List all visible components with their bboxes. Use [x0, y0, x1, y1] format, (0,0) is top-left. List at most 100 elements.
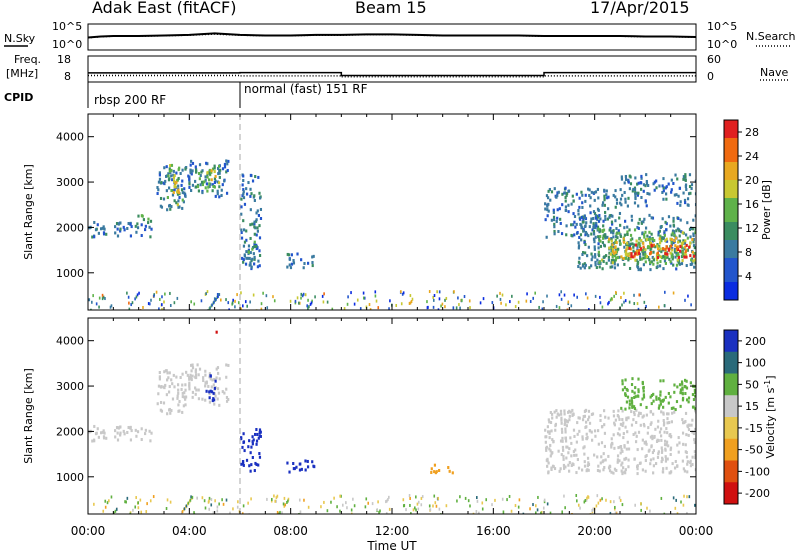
range-gate-cell	[210, 178, 213, 182]
range-gate-cell	[142, 218, 146, 222]
range-gate-cell	[250, 265, 253, 269]
range-gate-cell	[656, 255, 660, 259]
range-gate-cell	[213, 166, 216, 170]
noise-cell	[206, 290, 209, 294]
range-gate-cell	[223, 179, 226, 183]
range-gate-cell	[667, 391, 670, 395]
range-gate-cell	[177, 391, 180, 395]
range-gate-cell	[615, 468, 618, 472]
range-gate-cell	[607, 454, 610, 458]
range-gate-cell	[549, 449, 552, 453]
range-gate-cell	[105, 436, 108, 440]
noise-cell	[613, 294, 615, 298]
range-gate-cell	[618, 216, 621, 220]
range-gate-cell	[564, 186, 567, 190]
range-gate-cell	[628, 187, 631, 191]
range-gate-cell	[664, 247, 667, 251]
range-gate-cell	[177, 388, 180, 392]
noise-cell	[191, 495, 194, 499]
range-gate-cell	[119, 431, 122, 435]
range-gate-cell	[91, 439, 94, 443]
cpid-segment-2: normal (fast) 151 RF	[244, 82, 368, 96]
range-gate-cell	[655, 179, 658, 183]
range-gate-cell	[609, 252, 612, 256]
range-gate-cell	[648, 213, 651, 217]
range-gate-cell	[596, 207, 600, 211]
noise-cell	[591, 509, 594, 513]
power-colorbar-segment	[724, 246, 738, 253]
noise-cell	[136, 293, 139, 297]
range-gate-cell	[631, 389, 634, 393]
noise-cell	[542, 506, 545, 510]
range-gate-cell	[686, 236, 689, 240]
range-gate-cell	[570, 441, 573, 445]
range-gate-cell	[159, 400, 163, 404]
range-gate-cell	[646, 234, 649, 238]
range-gate-cell	[573, 434, 576, 438]
range-gate-cell	[204, 369, 207, 373]
range-gate-cell	[641, 468, 645, 472]
range-gate-cell	[673, 193, 676, 197]
range-gate-cell	[656, 455, 660, 459]
range-gate-cell	[211, 167, 215, 171]
noise-cell	[102, 295, 105, 299]
range-gate-cell	[550, 190, 554, 194]
range-gate-cell	[210, 170, 213, 174]
range-gate-cell	[679, 200, 682, 204]
range-gate-cell	[599, 235, 602, 239]
range-gate-cell	[676, 177, 679, 181]
range-gate-cell	[630, 410, 633, 414]
range-gate-cell	[547, 189, 550, 193]
range-gate-cell	[208, 184, 211, 188]
range-gate-cell	[612, 193, 615, 197]
range-gate-cell	[168, 385, 171, 389]
noise-cell	[161, 308, 163, 310]
range-gate-cell	[677, 450, 680, 454]
range-gate-cell	[162, 181, 165, 185]
noise-cell	[281, 511, 283, 514]
noise-cell	[594, 294, 597, 298]
noise-cell	[302, 292, 305, 296]
range-gate-cell	[204, 178, 207, 182]
range-gate-cell	[553, 218, 556, 222]
range-gate-cell	[665, 246, 668, 250]
range-gate-cell	[243, 449, 246, 453]
range-gate-cell	[642, 393, 645, 397]
range-gate-cell	[644, 256, 647, 260]
range-gate-cell	[662, 423, 666, 427]
range-gate-cell	[311, 261, 314, 265]
range-gate-cell	[176, 383, 180, 387]
noise-cell	[437, 308, 440, 310]
range-gate-cell	[170, 168, 173, 172]
range-gate-cell	[312, 254, 315, 258]
range-gate-cell	[251, 435, 254, 439]
noise-cell	[204, 506, 207, 510]
range-gate-cell	[448, 469, 451, 473]
noise-cell	[395, 303, 398, 307]
range-gate-cell	[623, 444, 626, 448]
range-gate-cell	[102, 232, 106, 236]
range-gate-cell	[255, 218, 258, 222]
range-gate-cell	[565, 224, 568, 228]
nave-tick-bottom: 0	[707, 70, 714, 83]
range-gate-cell	[217, 391, 221, 395]
noise-cell	[385, 500, 387, 504]
y-tick-label: 2000	[56, 221, 84, 234]
range-gate-cell	[604, 458, 607, 462]
range-gate-cell	[664, 252, 667, 256]
range-gate-cell	[163, 166, 166, 170]
nsearch-label: N.Search	[746, 30, 796, 43]
noise-cell	[298, 301, 300, 305]
range-gate-cell	[578, 429, 581, 433]
range-gate-cell	[184, 403, 187, 407]
noise-cell	[560, 290, 563, 294]
range-gate-cell	[671, 462, 674, 466]
range-gate-cell	[612, 245, 616, 249]
range-gate-cell	[692, 432, 695, 436]
range-gate-cell	[595, 221, 598, 225]
range-gate-cell	[189, 373, 192, 377]
velocity-colorbar-tick-label: 100	[745, 357, 766, 370]
range-gate-cell	[593, 191, 596, 195]
range-gate-cell	[311, 255, 314, 259]
velocity-colorbar-tick-label: -200	[745, 487, 770, 500]
